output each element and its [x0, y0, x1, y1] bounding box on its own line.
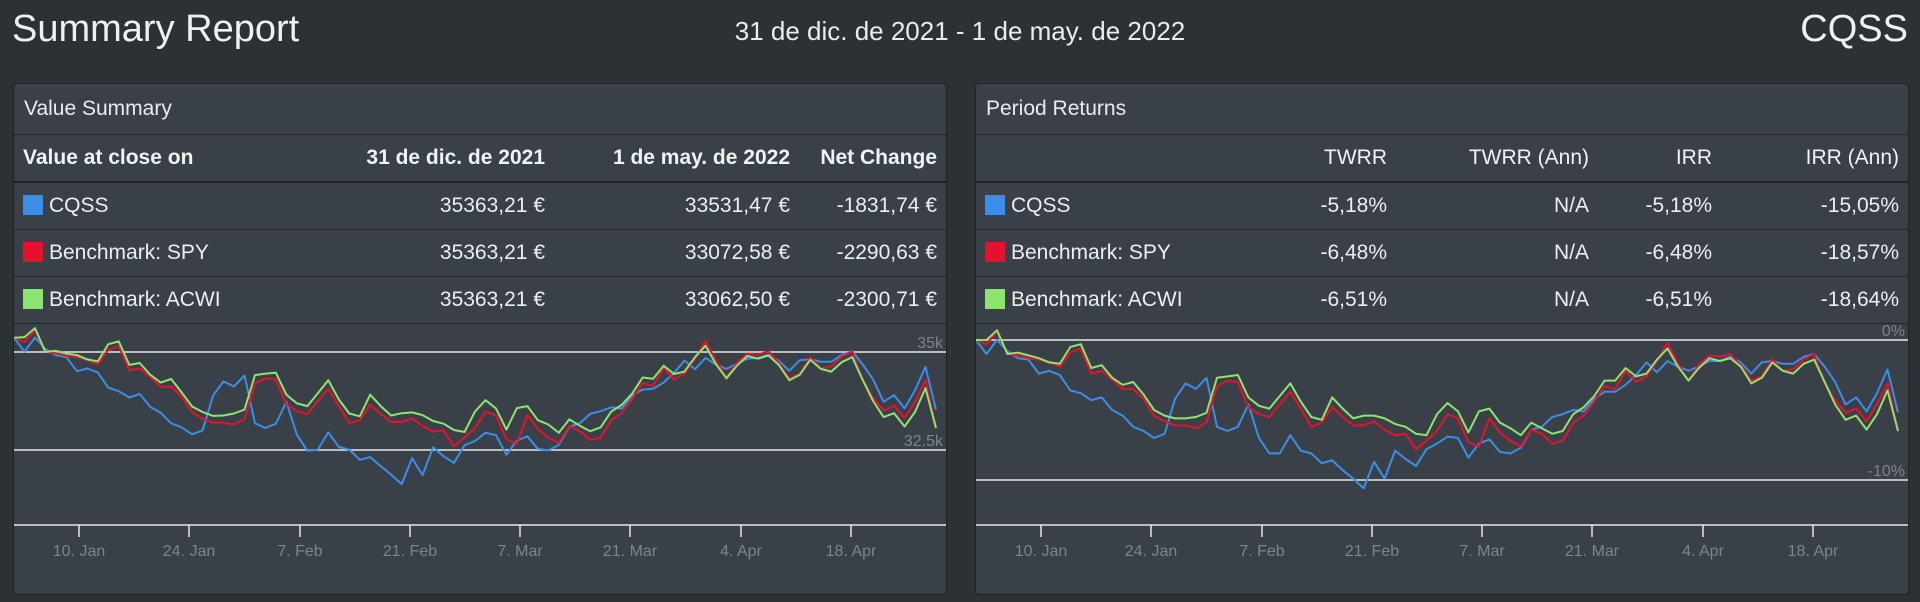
row-label: CQSS — [1011, 194, 1071, 217]
table-header-row: Value at close on 31 de dic. de 2021 1 d… — [14, 135, 946, 183]
net-change: -2290,63 € — [799, 229, 946, 277]
x-tick-label: 21. Feb — [1345, 543, 1399, 560]
start-value: 35363,21 € — [254, 182, 554, 230]
table-header-row: TWRR TWRR (Ann) IRR IRR (Ann) — [976, 135, 1908, 183]
legend-swatch — [985, 242, 1005, 262]
legend-swatch — [23, 195, 43, 215]
end-value: 33531,47 € — [554, 182, 799, 230]
column-header: 1 de may. de 2022 — [554, 135, 799, 183]
end-value: 33062,50 € — [554, 276, 799, 324]
date-range: 31 de dic. de 2021 - 1 de may. de 2022 — [734, 16, 1186, 46]
x-tick-label: 7. Mar — [497, 543, 543, 560]
x-tick-label: 4. Apr — [1682, 543, 1724, 560]
series-line — [976, 339, 1899, 490]
y-tick-label: 35k — [917, 335, 944, 352]
value-summary-panel: Value Summary Value at close on 31 de di… — [13, 83, 947, 595]
series-line — [976, 329, 1899, 437]
x-tick-label: 7. Feb — [1239, 543, 1284, 560]
twrr-ann: N/A — [1396, 276, 1598, 324]
period-returns-title: Period Returns — [976, 84, 1908, 135]
column-header: 31 de dic. de 2021 — [254, 135, 554, 183]
series-line — [976, 330, 1899, 451]
value-chart: 35k 32.5k 10. Jan 24. Jan 7. Feb 21. Feb 7. Ma… — [14, 327, 946, 560]
irr-ann: -15,05% — [1721, 182, 1908, 230]
table-row: Benchmark: ACWI 35363,21 € 33062,50 € -2… — [14, 276, 946, 324]
twrr: -6,51% — [1201, 276, 1396, 324]
legend-swatch — [985, 195, 1005, 215]
x-tick-label: 18. Apr — [1788, 543, 1839, 560]
table-row: Benchmark: ACWI -6,51% N/A -6,51% -18,64… — [976, 276, 1908, 324]
row-label: Benchmark: ACWI — [49, 288, 221, 311]
account-name: CQSS — [1800, 8, 1908, 50]
y-tick-label: -10% — [1868, 463, 1905, 480]
irr: -6,51% — [1598, 276, 1721, 324]
legend-swatch — [985, 289, 1005, 309]
legend-swatch — [23, 289, 43, 309]
x-tick-label: 10. Jan — [1015, 543, 1067, 560]
series-line — [14, 329, 937, 448]
column-header: TWRR — [1201, 135, 1396, 183]
start-value: 35363,21 € — [254, 229, 554, 277]
series-line — [14, 327, 937, 434]
x-tick-label: 21. Mar — [603, 543, 658, 560]
x-tick-label: 10. Jan — [53, 543, 105, 560]
end-value: 33072,58 € — [554, 229, 799, 277]
y-tick-label: 32.5k — [904, 433, 944, 450]
net-change: -1831,74 € — [799, 182, 946, 230]
x-tick-label: 18. Apr — [826, 543, 877, 560]
row-label: CQSS — [49, 194, 109, 217]
irr-ann: -18,64% — [1721, 276, 1908, 324]
row-label: Benchmark: SPY — [1011, 241, 1171, 264]
x-tick-label: 21. Mar — [1565, 543, 1620, 560]
column-header — [976, 135, 1201, 183]
twrr: -6,48% — [1201, 229, 1396, 277]
column-header: Value at close on — [14, 135, 254, 183]
row-label: Benchmark: SPY — [49, 241, 209, 264]
period-returns-panel: Period Returns TWRR TWRR (Ann) IRR IRR (… — [975, 83, 1909, 595]
returns-chart: 0% -10% 10. Jan 24. Jan 7. Feb 21. Feb 7. Mar 2… — [976, 323, 1908, 560]
twrr: -5,18% — [1201, 182, 1396, 230]
column-header: Net Change — [799, 135, 946, 183]
table-row: Benchmark: SPY -6,48% N/A -6,48% -18,57% — [976, 229, 1908, 277]
irr-ann: -18,57% — [1721, 229, 1908, 277]
column-header: IRR — [1598, 135, 1721, 183]
x-tick-label: 24. Jan — [163, 543, 215, 560]
legend-swatch — [23, 242, 43, 262]
table-row: CQSS -5,18% N/A -5,18% -15,05% — [976, 182, 1908, 230]
irr: -6,48% — [1598, 229, 1721, 277]
value-summary-table: Value at close on 31 de dic. de 2021 1 d… — [14, 135, 946, 324]
irr: -5,18% — [1598, 182, 1721, 230]
twrr-ann: N/A — [1396, 182, 1598, 230]
x-tick-label: 7. Feb — [277, 543, 322, 560]
table-row: Benchmark: SPY 35363,21 € 33072,58 € -22… — [14, 229, 946, 277]
table-row: CQSS 35363,21 € 33531,47 € -1831,74 € — [14, 182, 946, 230]
x-tick-label: 24. Jan — [1125, 543, 1177, 560]
x-tick-label: 7. Mar — [1459, 543, 1505, 560]
y-tick-label: 0% — [1882, 323, 1905, 340]
column-header: IRR (Ann) — [1721, 135, 1908, 183]
twrr-ann: N/A — [1396, 229, 1598, 277]
x-tick-label: 4. Apr — [720, 543, 762, 560]
start-value: 35363,21 € — [254, 276, 554, 324]
series-line — [14, 336, 937, 486]
report-title: Summary Report — [12, 8, 300, 50]
value-summary-title: Value Summary — [14, 84, 946, 135]
net-change: -2300,71 € — [799, 276, 946, 324]
column-header: TWRR (Ann) — [1396, 135, 1598, 183]
x-tick-label: 21. Feb — [383, 543, 437, 560]
period-returns-table: TWRR TWRR (Ann) IRR IRR (Ann) CQSS -5,18… — [976, 135, 1908, 324]
row-label: Benchmark: ACWI — [1011, 288, 1183, 311]
